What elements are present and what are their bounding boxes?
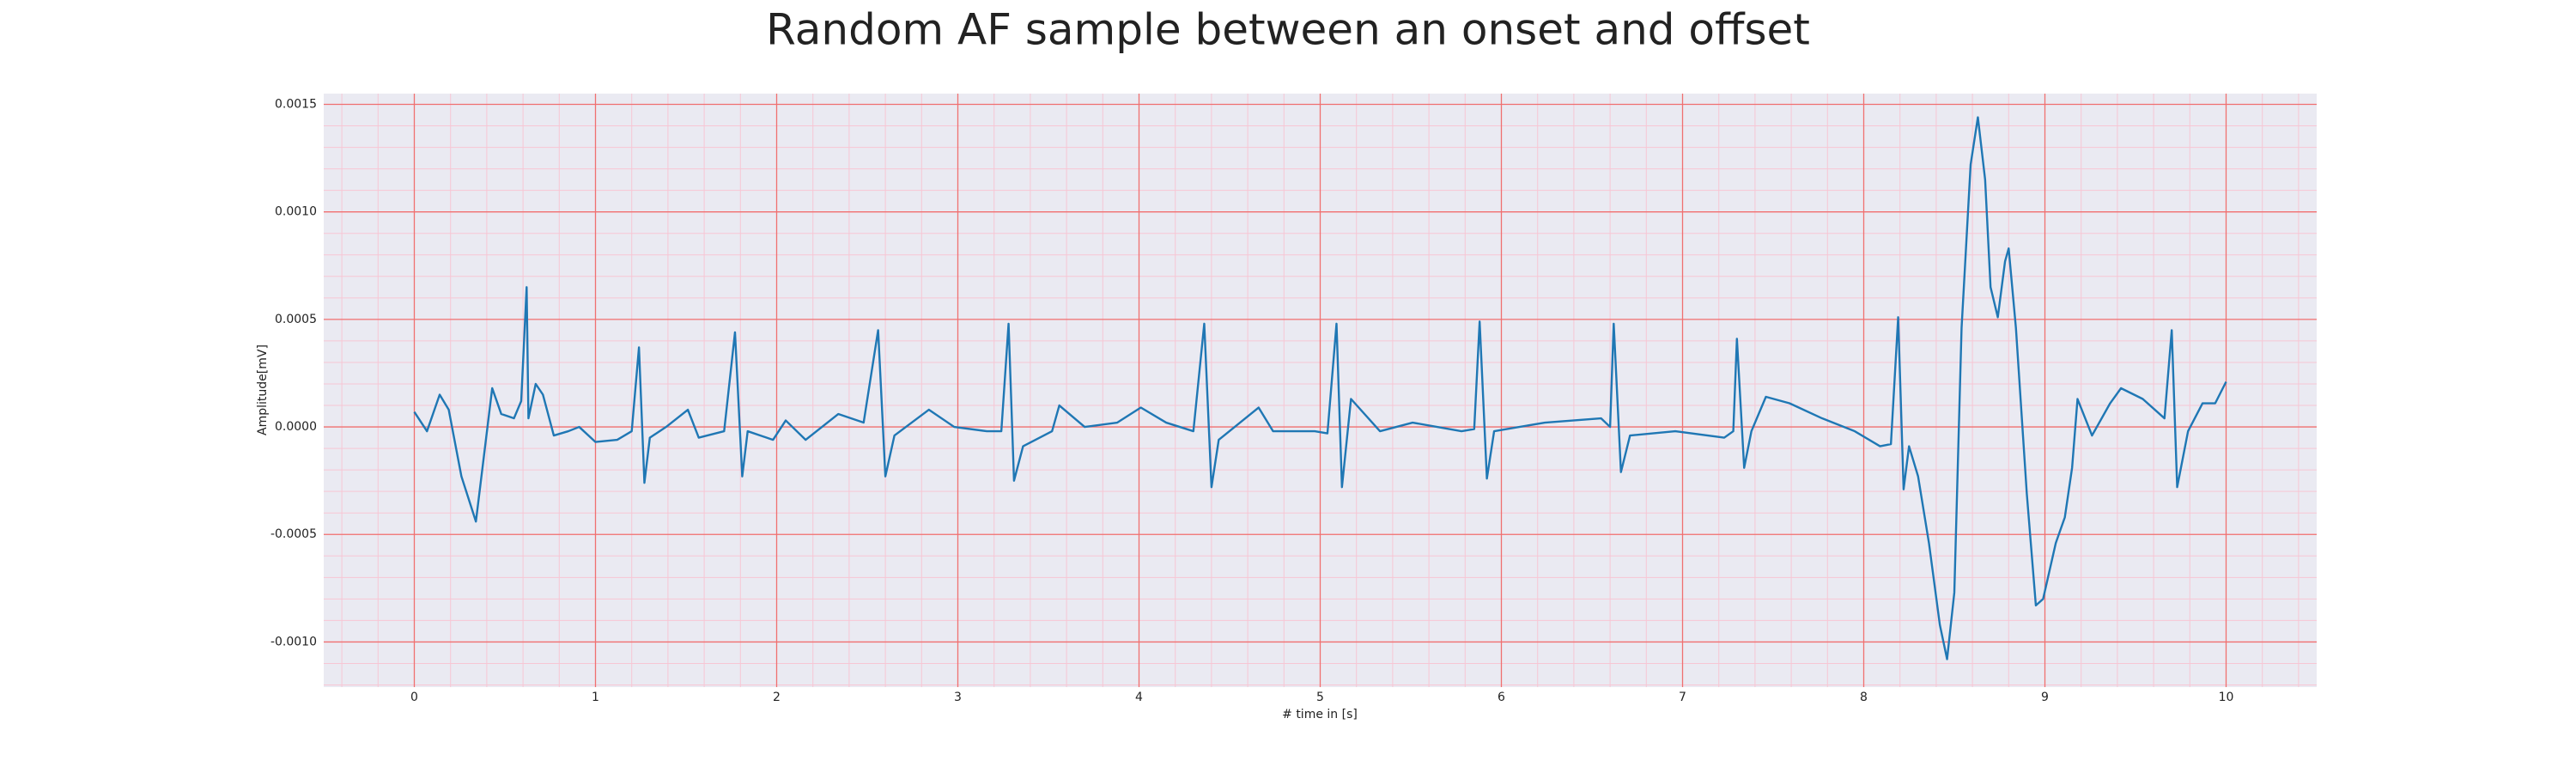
x-tick-label: 3 bbox=[954, 691, 962, 704]
x-tick-label: 2 bbox=[773, 691, 781, 704]
y-tick-label: 0.0000 bbox=[275, 420, 317, 434]
chart-title: Random AF sample between an onset and of… bbox=[766, 5, 1810, 55]
y-tick-label: 0.0005 bbox=[275, 313, 317, 326]
y-tick-label: -0.0010 bbox=[270, 635, 317, 648]
x-tick-label: 1 bbox=[592, 691, 599, 704]
x-axis-label: # time in [s] bbox=[1282, 708, 1358, 721]
x-tick-label: 4 bbox=[1135, 691, 1143, 704]
y-tick-label: -0.0005 bbox=[270, 527, 317, 541]
x-tick-label: 7 bbox=[1679, 691, 1686, 704]
x-tick-label: 5 bbox=[1316, 691, 1324, 704]
x-tick-label: 0 bbox=[410, 691, 418, 704]
y-tick-label: 0.0010 bbox=[275, 205, 317, 219]
x-tick-label: 10 bbox=[2219, 691, 2234, 704]
y-axis-label: Amplitude[mV] bbox=[256, 344, 270, 435]
x-tick-label: 9 bbox=[2041, 691, 2049, 704]
x-tick-label: 8 bbox=[1860, 691, 1868, 704]
x-tick-label: 6 bbox=[1498, 691, 1505, 704]
y-tick-label: 0.0015 bbox=[275, 98, 317, 112]
line bbox=[413, 116, 2227, 660]
